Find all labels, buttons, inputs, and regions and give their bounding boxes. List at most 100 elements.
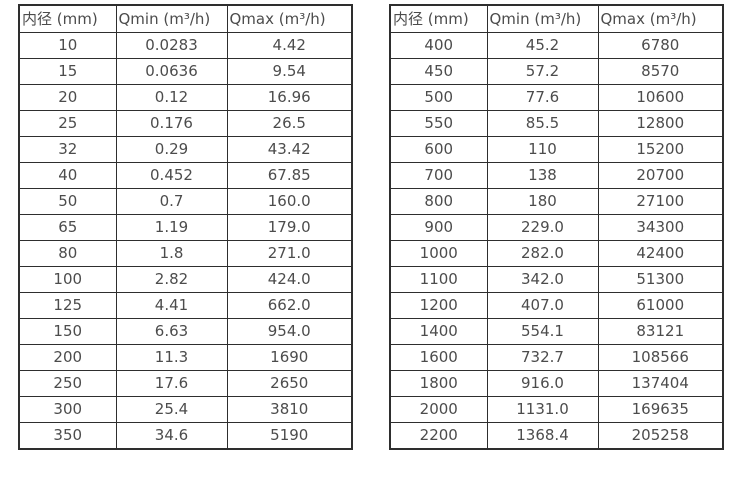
table-row: 80 1.8 271.0 xyxy=(18,240,353,267)
table-cell: 160.0 xyxy=(226,188,353,215)
table-cell: 85.5 xyxy=(486,110,599,137)
table-cell: 2.82 xyxy=(115,266,228,293)
table-cell: 2650 xyxy=(226,370,353,397)
table-cell: 169635 xyxy=(597,396,724,423)
table-cell: 10600 xyxy=(597,84,724,111)
table-row: 400 45.2 6780 xyxy=(389,32,724,59)
table-cell: 180 xyxy=(486,188,599,215)
table-cell: 1.8 xyxy=(115,240,228,267)
flow-rate-tables: 内径 (mm) Qmin (m³/h) Qmax (m³/h) 10 0.0283… xyxy=(18,4,724,450)
col-header-inner-diameter: 内径 (mm) xyxy=(389,4,488,33)
table-cell: 32 xyxy=(18,136,117,163)
table-cell: 61000 xyxy=(597,292,724,319)
table-cell: 2200 xyxy=(389,422,488,450)
table-cell: 5190 xyxy=(226,422,353,450)
table-row: 2200 1368.4 205258 xyxy=(389,422,724,450)
table-row: 15 0.0636 9.54 xyxy=(18,58,353,85)
table-cell: 1400 xyxy=(389,318,488,345)
table-cell: 1100 xyxy=(389,266,488,293)
table-row: 550 85.5 12800 xyxy=(389,110,724,137)
table-cell: 77.6 xyxy=(486,84,599,111)
table-row: 900 229.0 34300 xyxy=(389,214,724,241)
table-cell: 67.85 xyxy=(226,162,353,189)
table-row: 600 110 15200 xyxy=(389,136,724,163)
table-cell: 40 xyxy=(18,162,117,189)
table-cell: 34.6 xyxy=(115,422,228,450)
table-row: 250 17.6 2650 xyxy=(18,370,353,397)
table-cell: 15 xyxy=(18,58,117,85)
table-cell: 954.0 xyxy=(226,318,353,345)
table-row: 1600 732.7 108566 xyxy=(389,344,724,371)
table-row: 700 138 20700 xyxy=(389,162,724,189)
table-cell: 100 xyxy=(18,266,117,293)
table-cell: 179.0 xyxy=(226,214,353,241)
table-cell: 6780 xyxy=(597,32,724,59)
col-header-qmin: Qmin (m³/h) xyxy=(115,4,228,33)
table-cell: 732.7 xyxy=(486,344,599,371)
table-cell: 1690 xyxy=(226,344,353,371)
table-cell: 282.0 xyxy=(486,240,599,267)
table-row: 1400 554.1 83121 xyxy=(389,318,724,345)
table-cell: 50 xyxy=(18,188,117,215)
table-cell: 1000 xyxy=(389,240,488,267)
table-cell: 1800 xyxy=(389,370,488,397)
table-cell: 4.41 xyxy=(115,292,228,319)
table-cell: 34300 xyxy=(597,214,724,241)
table-cell: 300 xyxy=(18,396,117,423)
table-cell: 83121 xyxy=(597,318,724,345)
table-cell: 342.0 xyxy=(486,266,599,293)
flow-table-small-diameters: 内径 (mm) Qmin (m³/h) Qmax (m³/h) 10 0.0283… xyxy=(18,4,353,450)
table-cell: 27100 xyxy=(597,188,724,215)
table-cell: 700 xyxy=(389,162,488,189)
table-row: 800 180 27100 xyxy=(389,188,724,215)
table-cell: 350 xyxy=(18,422,117,450)
table-header-row: 内径 (mm) Qmin (m³/h) Qmax (m³/h) xyxy=(389,4,724,33)
table-cell: 25.4 xyxy=(115,396,228,423)
table-cell: 2000 xyxy=(389,396,488,423)
table-cell: 20700 xyxy=(597,162,724,189)
table-cell: 138 xyxy=(486,162,599,189)
col-header-qmax: Qmax (m³/h) xyxy=(597,4,724,33)
table-cell: 600 xyxy=(389,136,488,163)
table-cell: 110 xyxy=(486,136,599,163)
table-cell: 1200 xyxy=(389,292,488,319)
table-body-small-diameters: 10 0.0283 4.42 15 0.0636 9.54 20 0.12 16.96 25 0.1… xyxy=(18,32,353,450)
table-cell: 16.96 xyxy=(226,84,353,111)
table-cell: 65 xyxy=(18,214,117,241)
table-row: 500 77.6 10600 xyxy=(389,84,724,111)
table-cell: 662.0 xyxy=(226,292,353,319)
table-row: 1200 407.0 61000 xyxy=(389,292,724,319)
table-cell: 11.3 xyxy=(115,344,228,371)
table-row: 1000 282.0 42400 xyxy=(389,240,724,267)
col-header-inner-diameter: 内径 (mm) xyxy=(18,4,117,33)
table-cell: 800 xyxy=(389,188,488,215)
table-cell: 150 xyxy=(18,318,117,345)
table-row: 350 34.6 5190 xyxy=(18,422,353,450)
table-cell: 9.54 xyxy=(226,58,353,85)
table-row: 65 1.19 179.0 xyxy=(18,214,353,241)
table-row: 450 57.2 8570 xyxy=(389,58,724,85)
table-row: 300 25.4 3810 xyxy=(18,396,353,423)
table-cell: 80 xyxy=(18,240,117,267)
table-cell: 500 xyxy=(389,84,488,111)
table-cell: 26.5 xyxy=(226,110,353,137)
table-row: 100 2.82 424.0 xyxy=(18,266,353,293)
table-cell: 4.42 xyxy=(226,32,353,59)
table-body-large-diameters: 400 45.2 6780 450 57.2 8570 500 77.6 10600 550 85.… xyxy=(389,32,724,450)
table-cell: 424.0 xyxy=(226,266,353,293)
table-cell: 45.2 xyxy=(486,32,599,59)
table-cell: 0.452 xyxy=(115,162,228,189)
table-row: 1100 342.0 51300 xyxy=(389,266,724,293)
table-cell: 6.63 xyxy=(115,318,228,345)
table-row: 125 4.41 662.0 xyxy=(18,292,353,319)
table-row: 32 0.29 43.42 xyxy=(18,136,353,163)
table-cell: 271.0 xyxy=(226,240,353,267)
table-cell: 0.29 xyxy=(115,136,228,163)
table-cell: 10 xyxy=(18,32,117,59)
table-cell: 25 xyxy=(18,110,117,137)
col-header-qmax: Qmax (m³/h) xyxy=(226,4,353,33)
table-cell: 229.0 xyxy=(486,214,599,241)
table-cell: 250 xyxy=(18,370,117,397)
table-cell: 42400 xyxy=(597,240,724,267)
table-cell: 43.42 xyxy=(226,136,353,163)
